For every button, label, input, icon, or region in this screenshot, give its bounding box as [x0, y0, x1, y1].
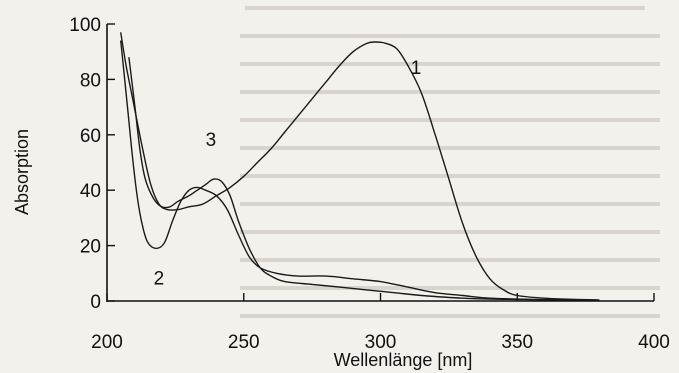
y-tick-label: 100	[69, 15, 101, 36]
series-1-line	[120, 32, 600, 301]
y-tick-label: 60	[80, 126, 101, 147]
x-tick-label: 250	[228, 332, 260, 353]
y-tick-label: 40	[80, 181, 101, 202]
y-tick-label: 20	[80, 237, 101, 258]
curve-label-3: 3	[206, 130, 217, 151]
x-tick-label: 200	[91, 332, 123, 353]
y-axis-title: Absorption	[12, 129, 32, 215]
curve-labels: 1 2 3	[154, 58, 422, 290]
series-curves	[120, 32, 600, 301]
y-tick-label: 0	[90, 292, 101, 313]
x-tick-label: 300	[365, 332, 397, 353]
axes: 0 20 40 60 80 100 200 250 300 350 400	[69, 15, 670, 353]
y-tick-label: 80	[80, 70, 101, 91]
x-tick-label: 400	[638, 332, 670, 353]
series-2-line	[120, 40, 600, 301]
curve-label-1: 1	[411, 58, 422, 79]
x-axis-title: Wellenlänge [nm]	[334, 350, 473, 370]
background-texture	[240, 6, 660, 318]
curve-label-2: 2	[154, 268, 165, 289]
series-3-line	[128, 57, 600, 301]
x-tick-label: 350	[501, 332, 533, 353]
